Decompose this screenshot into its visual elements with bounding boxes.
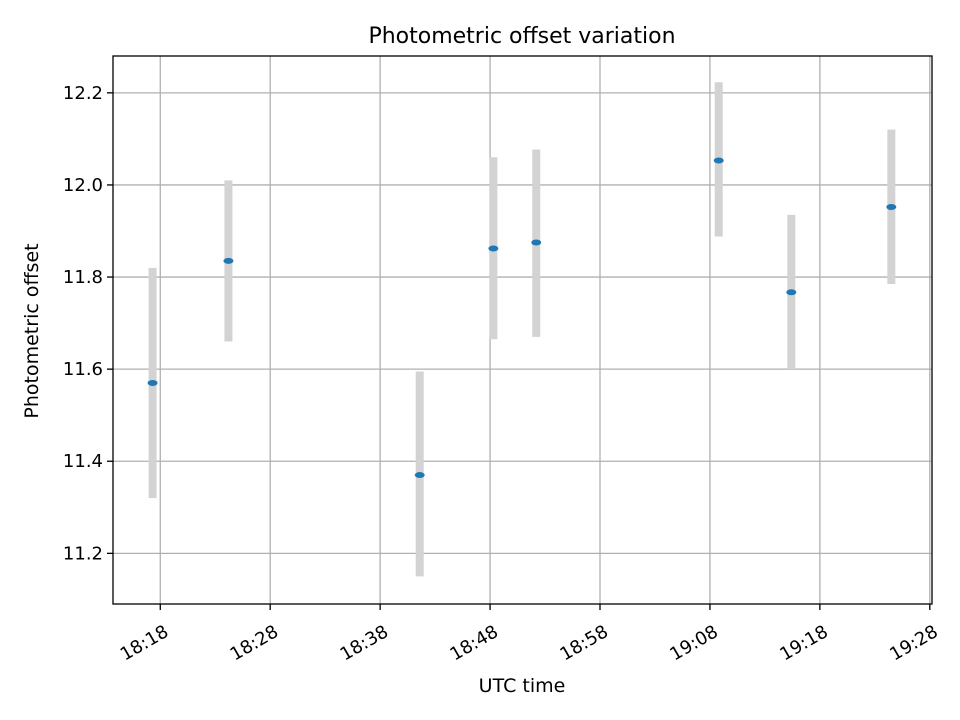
x-tick-label: 19:18 bbox=[776, 621, 831, 665]
chart-title: Photometric offset variation bbox=[368, 24, 675, 49]
grid bbox=[113, 56, 932, 604]
data-point bbox=[147, 379, 158, 386]
x-tick-label: 19:08 bbox=[666, 621, 721, 665]
x-tick-label: 18:48 bbox=[447, 621, 502, 665]
data-point bbox=[886, 204, 897, 211]
y-tick-label: 11.2 bbox=[63, 543, 103, 564]
error-bars bbox=[148, 82, 896, 577]
x-tick-label: 18:28 bbox=[227, 621, 282, 665]
plot-frame bbox=[112, 55, 933, 605]
data-point bbox=[786, 289, 797, 296]
y-tick-label: 12.0 bbox=[63, 175, 103, 196]
x-tick-label: 18:18 bbox=[117, 621, 172, 665]
y-tick-label: 12.2 bbox=[63, 83, 103, 104]
y-axis-ticks: 11.2 11.4 11.6 11.8 12.0 12.2 bbox=[63, 83, 113, 564]
data-points bbox=[147, 157, 897, 479]
data-point bbox=[713, 157, 724, 164]
data-point bbox=[223, 257, 234, 264]
x-tick-label: 18:38 bbox=[337, 621, 392, 665]
x-tick-label: 19:28 bbox=[886, 621, 941, 665]
data-point bbox=[488, 245, 499, 252]
data-point bbox=[531, 239, 542, 246]
y-axis-label: Photometric offset bbox=[21, 243, 43, 418]
y-tick-label: 11.8 bbox=[63, 267, 103, 288]
x-axis-ticks: 18:18 18:28 18:38 18:48 18:58 19:08 19:18 19:28 bbox=[117, 604, 942, 665]
y-tick-label: 11.6 bbox=[63, 359, 103, 380]
x-tick-label: 18:58 bbox=[556, 621, 611, 665]
y-tick-label: 11.4 bbox=[63, 451, 103, 472]
x-axis-label: UTC time bbox=[479, 675, 566, 697]
data-point bbox=[414, 472, 425, 479]
